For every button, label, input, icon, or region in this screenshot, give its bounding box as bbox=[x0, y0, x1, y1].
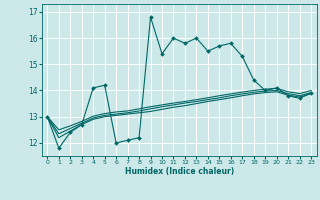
X-axis label: Humidex (Indice chaleur): Humidex (Indice chaleur) bbox=[124, 167, 234, 176]
